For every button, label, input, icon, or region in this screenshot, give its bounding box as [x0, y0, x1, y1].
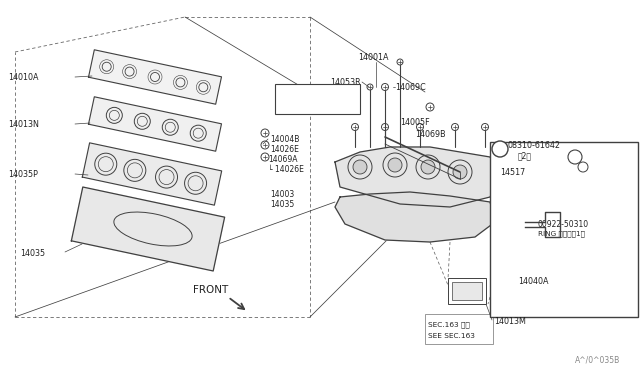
Text: 14005F: 14005F [400, 118, 429, 126]
Text: 14004B: 14004B [270, 135, 300, 144]
Text: S: S [498, 144, 502, 154]
Text: FRONT: FRONT [193, 285, 228, 295]
Polygon shape [88, 50, 221, 104]
Circle shape [532, 222, 538, 228]
Text: 14026E: 14026E [270, 144, 299, 154]
Circle shape [421, 160, 435, 174]
Text: 14010A: 14010A [8, 73, 38, 81]
Circle shape [481, 124, 488, 131]
Circle shape [381, 83, 388, 90]
Bar [425, 314, 493, 344]
Circle shape [351, 124, 358, 131]
Text: 08310-61642: 08310-61642 [508, 141, 561, 150]
Bar [275, 84, 360, 114]
Polygon shape [88, 97, 221, 151]
Text: 14069B: 14069B [415, 129, 445, 138]
Circle shape [381, 124, 388, 131]
Text: 14040A: 14040A [518, 278, 548, 286]
Text: 14035: 14035 [270, 199, 294, 208]
Text: SEE SEC.163: SEE SEC.163 [428, 333, 475, 339]
Text: 14053R: 14053R [330, 77, 360, 87]
Polygon shape [335, 192, 495, 242]
Bar [448, 278, 486, 304]
Circle shape [261, 141, 269, 149]
Text: A^/0^035B: A^/0^035B [575, 356, 620, 365]
Text: 14069A: 14069A [268, 154, 298, 164]
Text: RING リング（1）: RING リング（1） [538, 231, 585, 237]
Text: 14517: 14517 [500, 167, 525, 176]
Text: 14013N: 14013N [8, 119, 39, 128]
Text: 14069C: 14069C [395, 83, 426, 92]
Bar [452, 282, 482, 300]
Circle shape [261, 153, 269, 161]
Circle shape [451, 124, 458, 131]
Circle shape [568, 150, 582, 164]
Circle shape [367, 84, 373, 90]
Circle shape [492, 141, 508, 157]
Bar [490, 142, 638, 317]
Circle shape [426, 103, 434, 111]
Circle shape [261, 129, 269, 137]
Circle shape [397, 59, 403, 65]
Text: （2）: （2） [518, 151, 532, 160]
Text: PLUG プラグ（2）: PLUG プラグ（2） [280, 101, 326, 107]
Circle shape [353, 160, 367, 174]
Circle shape [388, 158, 402, 172]
Text: 00933-1351A: 00933-1351A [280, 93, 332, 102]
Text: 14001A: 14001A [358, 52, 388, 61]
Circle shape [578, 162, 588, 172]
Circle shape [417, 124, 424, 131]
Text: 14035: 14035 [20, 250, 45, 259]
Circle shape [453, 165, 467, 179]
Text: 14013M: 14013M [494, 317, 526, 327]
Text: 00922-50310: 00922-50310 [538, 219, 589, 228]
Polygon shape [72, 187, 225, 271]
Text: SEC.163 参照: SEC.163 参照 [428, 322, 470, 328]
Polygon shape [83, 143, 221, 205]
Text: └ 14026E: └ 14026E [268, 164, 304, 173]
Text: 14003: 14003 [270, 189, 294, 199]
Polygon shape [335, 147, 500, 207]
Circle shape [506, 305, 514, 313]
Text: 14035P: 14035P [8, 170, 38, 179]
